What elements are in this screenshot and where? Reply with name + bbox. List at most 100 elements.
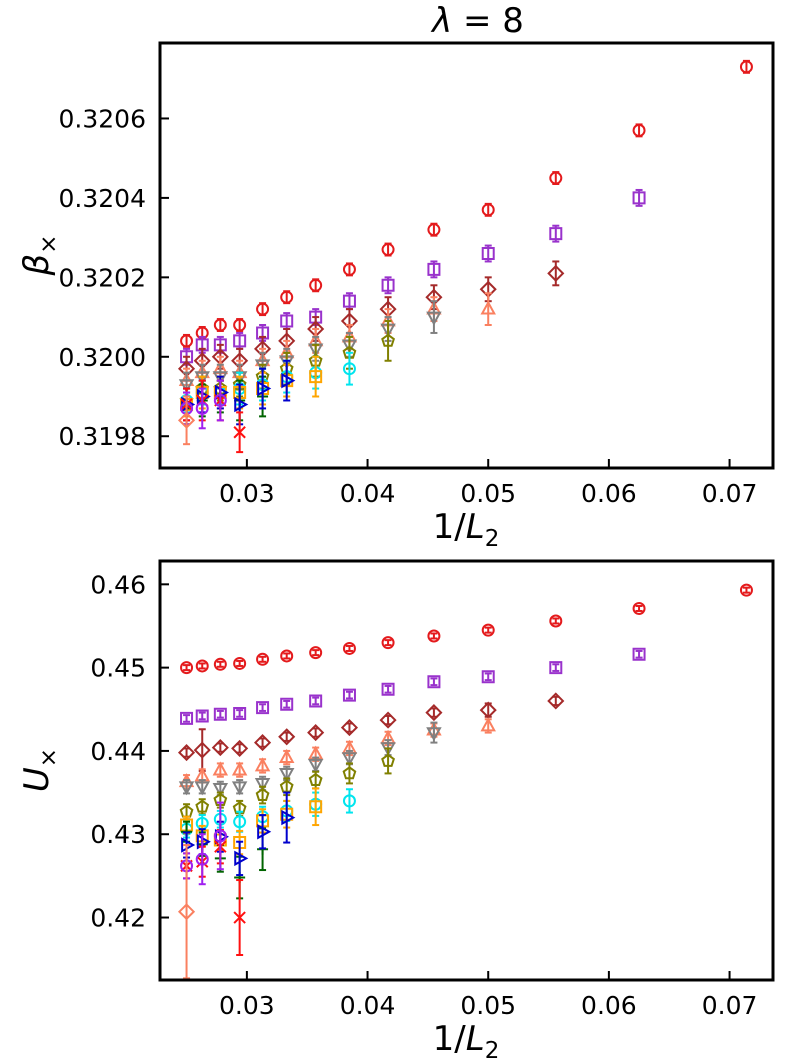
data-point: [632, 601, 646, 615]
data-point: [481, 623, 495, 637]
ticks-layer: 0.03 0.04 0.05 0.06 0.07 0.3198 0.3200 0.3202 0.…: [59, 104, 758, 508]
data-point: [177, 744, 196, 762]
y-tick-label: 0.42: [90, 904, 146, 933]
data-point: [255, 787, 270, 801]
data-point: [213, 829, 227, 843]
x-tick-label: 0.03: [219, 479, 275, 508]
data-point: [481, 203, 495, 217]
beta-cross-panel: λ = 8 0.03 0.04 0.05 0.06 0.070.31980.32000.…: [17, 1, 775, 552]
plot-frame: [158, 41, 775, 470]
data-point: [342, 688, 356, 702]
data-layer: [177, 583, 753, 980]
data-point: [632, 647, 646, 661]
data-point: [234, 396, 249, 413]
data-point: [195, 799, 210, 813]
u-cross-panel: 0.03 0.04 0.05 0.06 0.07 0.42 0.43 0.44 0.45 0.46…: [17, 559, 775, 1063]
data-point: [211, 739, 229, 757]
data-point: [549, 661, 563, 675]
data-point: [178, 781, 195, 796]
y-tick-label: 0.3200: [59, 343, 146, 372]
x-tick-label: 0.07: [702, 479, 758, 508]
data-point: [281, 372, 296, 389]
data-point: [340, 719, 359, 737]
data-point: [233, 318, 247, 332]
data-point: [632, 123, 646, 137]
data-point: [479, 701, 497, 719]
data-point: [280, 697, 294, 711]
data-point: [212, 371, 229, 386]
data-point: [212, 783, 229, 798]
data-point: [381, 243, 395, 257]
data-point: [426, 727, 442, 742]
data-point: [194, 371, 210, 386]
data-point: [177, 411, 196, 429]
data-point: [180, 711, 194, 725]
data-point: [256, 382, 270, 396]
data-point: [178, 379, 195, 394]
x-axis-label: 1/L2: [433, 1019, 500, 1063]
data-point: [256, 302, 270, 316]
y-tick-label: 0.3202: [59, 263, 146, 292]
y-tick-label: 0.3206: [59, 104, 146, 133]
data-point: [278, 748, 295, 763]
data-point: [213, 707, 227, 721]
data-point: [632, 191, 646, 205]
data-point: [254, 757, 271, 772]
data-point: [342, 362, 356, 376]
data-point: [427, 629, 441, 643]
x-tick-label: 0.06: [581, 479, 637, 508]
series-9: [181, 375, 269, 426]
data-point: [233, 656, 247, 670]
data-point: [381, 682, 395, 696]
series-4: [178, 717, 496, 790]
y-axis-label: U×: [17, 748, 62, 792]
data-point: [180, 818, 194, 832]
series-13: [177, 844, 196, 980]
y-tick-label: 0.44: [90, 737, 146, 766]
series-2: [180, 647, 646, 725]
data-point: [231, 761, 248, 776]
data-point: [342, 766, 357, 780]
data-point: [233, 836, 247, 850]
data-point: [427, 262, 441, 276]
series-3: [177, 692, 565, 772]
data-point: [379, 711, 397, 729]
data-point: [254, 359, 271, 374]
data-point: [177, 903, 196, 921]
data-point: [233, 815, 247, 829]
data-point: [257, 823, 272, 840]
data-point: [233, 911, 246, 924]
data-point: [307, 724, 325, 742]
data-point: [280, 807, 294, 821]
ticks-layer: 0.03 0.04 0.05 0.06 0.07 0.42 0.43 0.44 0.45 0.46: [90, 570, 757, 1020]
data-point: [309, 800, 323, 814]
data-point: [280, 374, 294, 388]
data-point: [309, 646, 323, 660]
data-point: [381, 636, 395, 650]
data-point: [281, 809, 296, 826]
data-point: [233, 386, 247, 400]
data-point: [214, 828, 230, 845]
x-tick-label: 0.04: [340, 479, 396, 508]
y-tick-label: 0.43: [90, 820, 146, 849]
data-point: [549, 614, 563, 628]
data-point: [195, 659, 209, 673]
data-point: [341, 752, 358, 767]
data-point: [180, 661, 194, 675]
data-point: [309, 694, 323, 708]
data-point: [342, 262, 356, 276]
data-point: [256, 326, 270, 340]
series-13: [177, 395, 196, 446]
data-point: [254, 778, 271, 793]
data-layer: [177, 59, 753, 454]
data-point: [233, 426, 246, 439]
series-4: [178, 292, 496, 394]
data-point: [280, 649, 294, 663]
data-point: [280, 290, 294, 304]
data-point: [480, 300, 496, 315]
data-point: [256, 652, 270, 666]
data-point: [549, 171, 563, 185]
data-point: [342, 794, 356, 808]
data-point: [195, 709, 209, 723]
